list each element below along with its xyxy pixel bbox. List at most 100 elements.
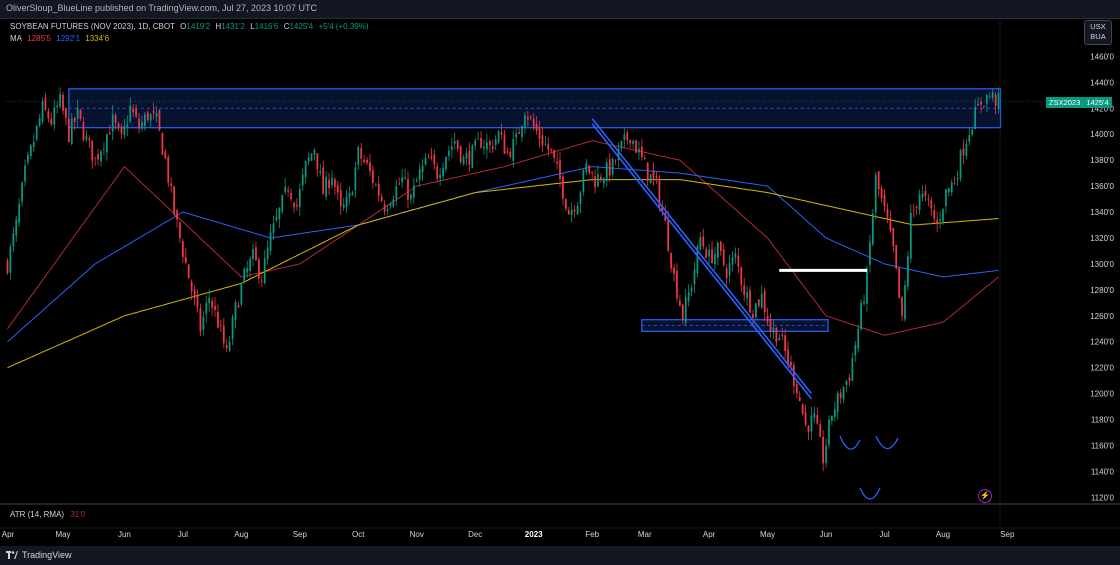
candle <box>950 182 953 193</box>
candle <box>793 365 795 386</box>
candle <box>921 193 924 198</box>
candle <box>562 176 564 199</box>
candle <box>635 140 637 153</box>
ma-value-1: 1285'5 <box>27 34 52 43</box>
y-tick-label: 1280'0 <box>1090 286 1114 295</box>
candle <box>512 138 515 161</box>
candle <box>971 129 974 135</box>
candle <box>819 424 822 437</box>
candle <box>857 328 860 349</box>
candle <box>845 380 848 386</box>
candle <box>760 293 763 308</box>
candle <box>924 190 927 196</box>
ma-value-3: 1334'6 <box>85 34 110 43</box>
candle <box>67 118 70 142</box>
candle <box>790 361 792 366</box>
lightning-icon[interactable]: ⚡ <box>978 489 992 503</box>
candle <box>272 223 275 234</box>
ma-label: MA <box>10 34 22 43</box>
candle <box>448 150 450 156</box>
candle <box>547 144 550 150</box>
candle <box>573 210 576 212</box>
candle <box>129 105 132 122</box>
candle <box>275 216 278 221</box>
candle <box>889 218 892 231</box>
candle <box>76 107 79 119</box>
candle <box>27 154 29 163</box>
candle <box>620 140 623 149</box>
x-tick-label: Apr <box>2 530 15 539</box>
candle <box>176 210 178 220</box>
candle <box>749 290 751 312</box>
candle <box>991 92 994 98</box>
candle <box>714 254 716 265</box>
candle <box>132 108 135 113</box>
candle <box>450 146 453 150</box>
candle <box>488 140 491 146</box>
x-tick-label: May <box>55 530 70 539</box>
y-tick-label: 1300'0 <box>1090 260 1114 269</box>
candle <box>73 117 76 123</box>
candle <box>541 135 544 146</box>
candle <box>535 123 538 132</box>
candle <box>12 233 15 247</box>
candle <box>825 445 827 463</box>
right-shoulder-arc <box>875 435 899 450</box>
candle <box>395 186 398 199</box>
candle <box>608 159 611 176</box>
candle <box>29 145 32 157</box>
candle <box>383 204 386 212</box>
candle <box>933 210 936 219</box>
candle <box>860 302 863 330</box>
candle <box>880 188 883 199</box>
candle <box>684 297 687 324</box>
candle <box>912 209 915 211</box>
candle <box>816 415 819 424</box>
candle <box>377 183 380 196</box>
candle <box>336 185 339 193</box>
candle <box>775 327 778 343</box>
candle <box>892 228 895 247</box>
candle <box>146 112 149 121</box>
y-tick-label: 1420'0 <box>1090 104 1114 113</box>
candle <box>918 194 921 210</box>
x-tick-label: 2023 <box>525 530 543 539</box>
candle <box>538 127 541 139</box>
candle <box>983 106 985 107</box>
candle <box>728 263 731 276</box>
candle <box>222 325 225 344</box>
price-chart[interactable]: 1460'0 1440'0 1420'0 1400'0 1380'0 1360'0 1340… <box>0 18 1120 546</box>
candle <box>833 409 836 417</box>
x-tick-label: Nov <box>410 530 424 539</box>
currency-button[interactable]: USX BUA <box>1084 20 1112 45</box>
candle <box>529 116 532 118</box>
candle <box>181 241 184 257</box>
candle <box>459 146 462 163</box>
candle <box>483 146 485 149</box>
candle <box>205 302 208 314</box>
candle <box>477 138 480 140</box>
candle <box>322 167 325 195</box>
candle <box>281 195 284 212</box>
publish-bar: OliverSloup_BlueLine published on Tradin… <box>0 0 1120 19</box>
candle <box>652 170 655 179</box>
candle <box>202 316 205 330</box>
candle <box>588 165 591 173</box>
trendline-0 <box>591 118 813 395</box>
candle <box>629 139 632 144</box>
left-shoulder-arc <box>839 435 861 450</box>
candle <box>103 148 105 150</box>
candle <box>717 242 719 258</box>
candle <box>468 150 471 165</box>
candle <box>655 176 658 179</box>
candle <box>617 148 620 161</box>
low-value: 1416'6 <box>254 22 279 31</box>
candle <box>553 149 556 158</box>
ma-line-3 <box>7 179 999 369</box>
candle <box>526 117 529 120</box>
candle <box>97 154 99 160</box>
candle <box>32 141 35 147</box>
candle <box>930 200 933 209</box>
candle <box>313 149 316 155</box>
candle <box>152 110 155 114</box>
